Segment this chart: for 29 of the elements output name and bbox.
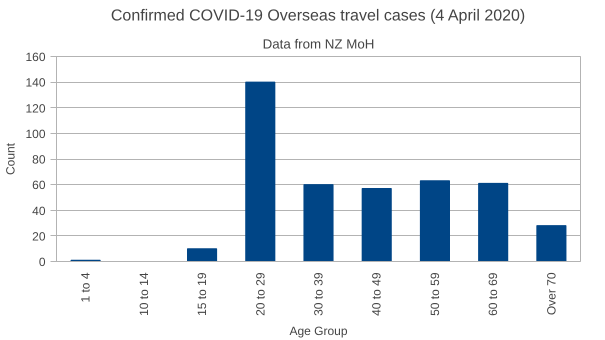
y-tick-label: 60: [32, 178, 46, 192]
bar: [536, 225, 566, 262]
x-tick-label: 10 to 14: [136, 272, 151, 316]
chart-title: Confirmed COVID-19 Overseas travel cases (4 April 2020): [110, 8, 526, 24]
y-tick-label: 80: [32, 152, 46, 166]
x-tick-label: 60 to 69: [486, 272, 500, 316]
bar: [478, 182, 508, 262]
x-tick-label: 30 to 39: [312, 272, 326, 316]
y-tick-label: 160: [25, 50, 46, 64]
bar: [420, 180, 450, 262]
y-tick-label: 0: [38, 255, 46, 269]
x-axis-title: Age Group: [289, 324, 348, 338]
y-axis-title: Count: [3, 142, 18, 176]
x-tick-label: 1 to 4: [78, 272, 93, 303]
chart-subtitle: Data from NZ MoH: [262, 36, 374, 52]
y-tick-label: 120: [25, 101, 46, 116]
bar: [245, 82, 276, 262]
bar: [187, 248, 218, 262]
bar: [362, 188, 392, 262]
y-tick-label: 140: [25, 76, 46, 90]
y-tick-label: 40: [32, 204, 46, 218]
y-tick-label: 20: [32, 229, 46, 244]
x-tick-label: Over 70: [544, 272, 558, 316]
x-tick-label: 20 to 29: [253, 272, 268, 316]
x-tick-label: 15 to 19: [195, 272, 210, 316]
x-tick-label: 50 to 59: [428, 272, 442, 316]
bar: [303, 184, 334, 262]
x-tick-label: 40 to 49: [370, 272, 384, 316]
y-tick-label: 100: [25, 126, 46, 141]
